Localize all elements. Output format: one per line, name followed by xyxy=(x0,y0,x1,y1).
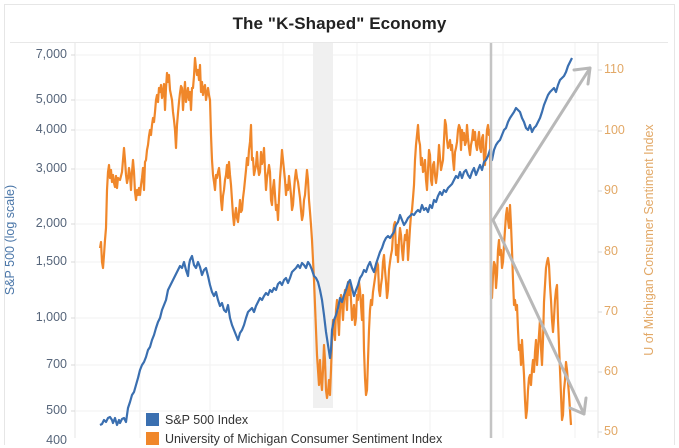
plot-area xyxy=(71,43,602,438)
right-axis-tick: 70 xyxy=(604,304,618,318)
legend-item-sp500: S&P 500 Index xyxy=(146,410,442,429)
title-divider xyxy=(10,42,668,43)
down-arrow-head-icon xyxy=(568,396,588,416)
right-axis-tick: 110 xyxy=(604,62,624,76)
legend-label: S&P 500 Index xyxy=(165,412,249,427)
legend-label: University of Michigan Consumer Sentimen… xyxy=(165,431,443,446)
left-axis-tick: 5,000 xyxy=(35,92,67,106)
left-axis-tick: 700 xyxy=(46,357,67,371)
left-axis-tick: 7,000 xyxy=(35,47,67,61)
down-arrow xyxy=(491,218,586,416)
right-axis-tick: 100 xyxy=(604,123,625,137)
axis-tick-marks xyxy=(71,54,602,433)
legend-item-sentiment: University of Michigan Consumer Sentimen… xyxy=(146,429,442,448)
left-axis-tick: 3,000 xyxy=(35,161,67,175)
right-axis-tick: 90 xyxy=(604,183,618,197)
right-axis-tick: 50 xyxy=(604,424,618,438)
legend-swatch-blue xyxy=(146,413,159,426)
up-arrow xyxy=(491,66,592,222)
sp500-series-line xyxy=(99,57,573,427)
left-axis-tick: 2,000 xyxy=(35,216,67,230)
legend-swatch-orange xyxy=(146,432,159,445)
legend: S&P 500 Index University of Michigan Con… xyxy=(146,410,442,448)
left-axis-tick: 4,000 xyxy=(35,122,67,136)
up-arrow-head-icon xyxy=(572,66,592,86)
vertical-gridlines xyxy=(139,43,576,438)
left-axis-tick: 500 xyxy=(46,403,67,417)
sentiment-series-line xyxy=(98,56,573,426)
left-axis-tick: 1,500 xyxy=(35,254,67,268)
recession-band xyxy=(313,43,333,408)
right-axis-tick: 60 xyxy=(604,364,618,378)
left-axis-tick: 1,000 xyxy=(35,310,67,324)
k-shape-arrows xyxy=(491,66,592,416)
chart-title: The "K-Shaped" Economy xyxy=(232,14,447,33)
right-axis-tick: 80 xyxy=(604,244,618,258)
